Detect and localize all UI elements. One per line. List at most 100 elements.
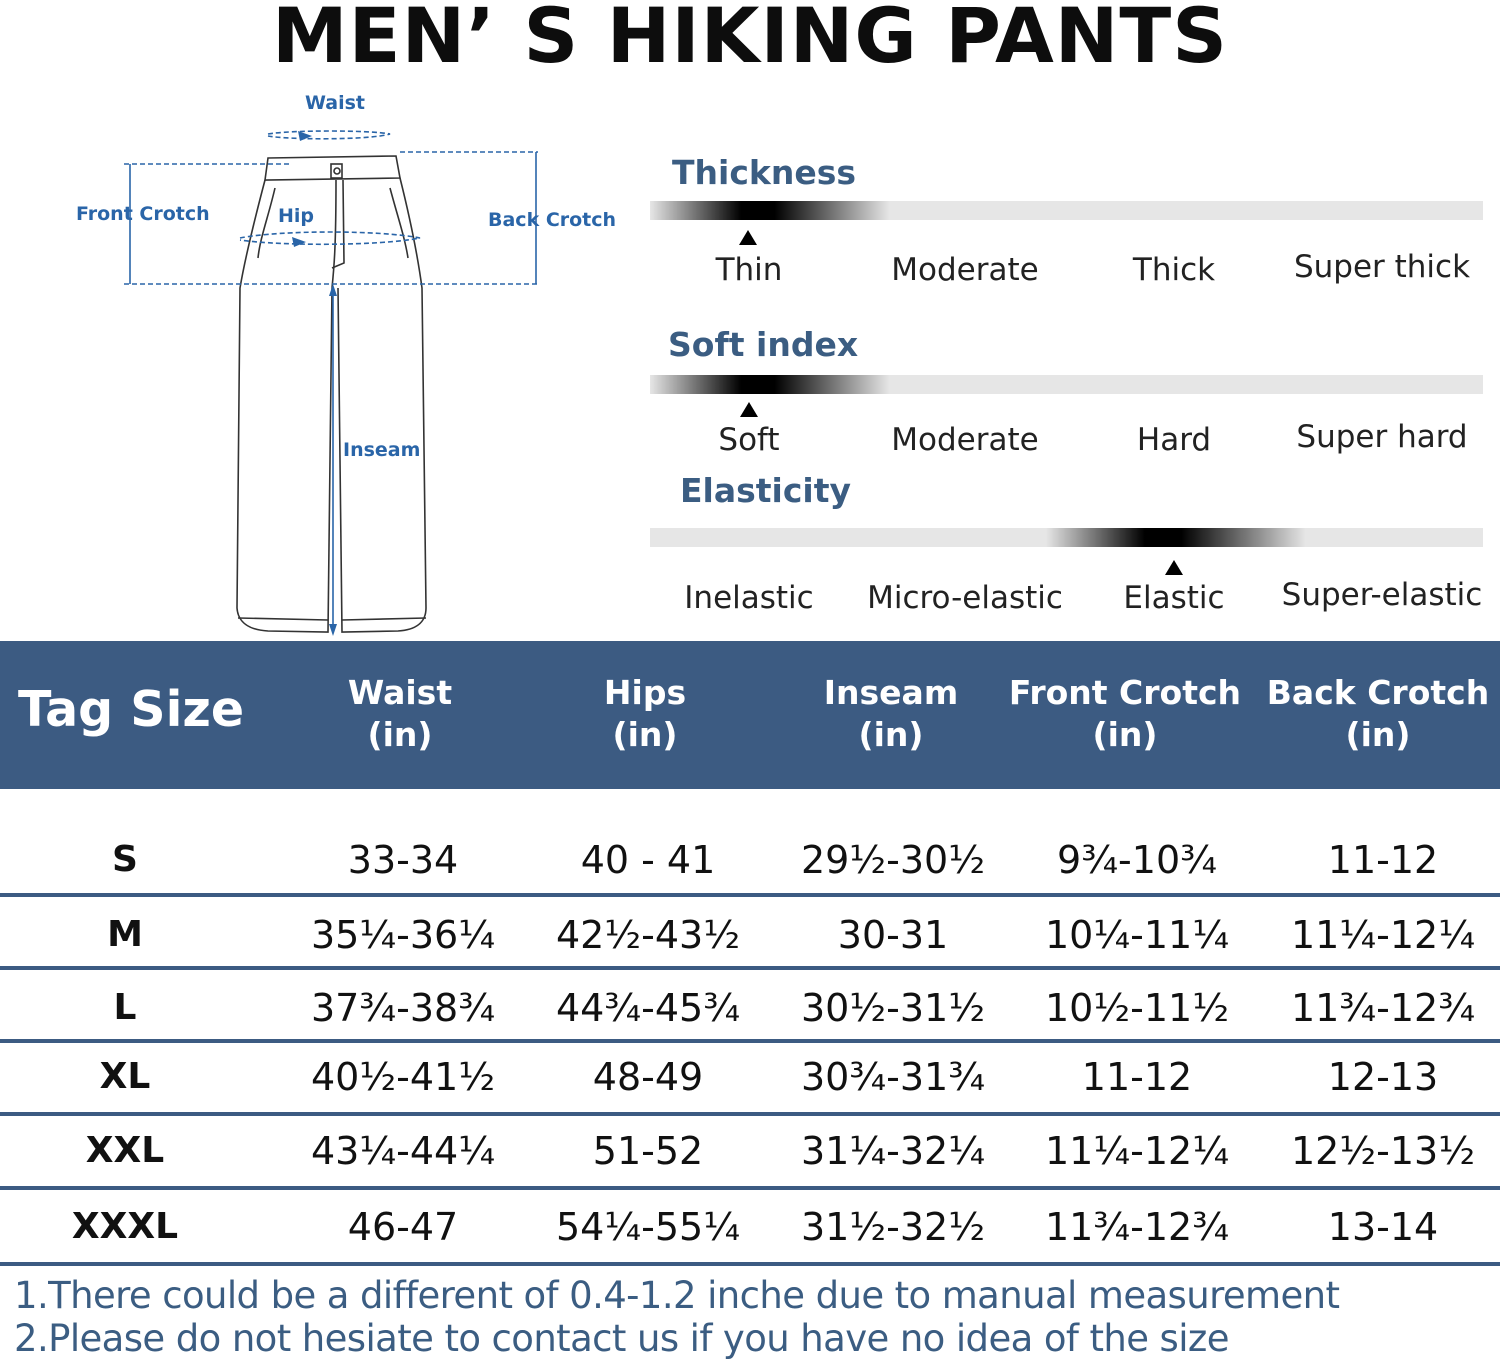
header-front-crotch: Front Crotch (in) — [1005, 672, 1245, 756]
note-contact: 2.Please do not hesiate to contact us if… — [14, 1317, 1229, 1360]
thickness-scale-bar — [650, 201, 1483, 220]
hips-cell: 51-52 — [592, 1129, 704, 1173]
header-unit: (in) — [858, 715, 924, 754]
row-divider — [0, 1039, 1500, 1043]
inseam-cell: 29½-30½ — [800, 838, 986, 882]
scale-option: Thin — [715, 252, 783, 288]
scale-indicator — [1046, 528, 1306, 547]
back-crotch-cell: 12-13 — [1327, 1055, 1439, 1099]
hips-cell: 42½-43½ — [555, 913, 741, 957]
size-cell: M — [107, 914, 143, 955]
front-crotch-cell: 10¼-11¼ — [1044, 913, 1230, 957]
waist-cell: 37¾-38¾ — [310, 986, 496, 1030]
back-crotch-cell: 11¾-12¾ — [1290, 986, 1476, 1030]
back-crotch-cell: 11-12 — [1327, 838, 1439, 882]
header-text: Tag Size — [18, 681, 245, 738]
elasticity-scale-bar — [650, 528, 1483, 547]
front-crotch-label: Front Crotch — [76, 203, 210, 225]
scale-option: Moderate — [891, 422, 1039, 458]
hips-cell: 40 - 41 — [580, 838, 716, 882]
pants-measurement-diagram: Waist Front Crotch Hip Back Crotch Insea… — [60, 88, 620, 648]
waist-cell: 35¼-36¼ — [310, 913, 496, 957]
scale-option: Super hard — [1296, 419, 1468, 455]
size-cell: S — [112, 839, 138, 880]
hips-cell: 48-49 — [592, 1055, 704, 1099]
scale-option: Super thick — [1293, 249, 1471, 285]
waist-cell: 33-34 — [347, 838, 459, 882]
table-row: M 35¼-36¼ 42½-43½ 30-31 10¼-11¼ 11¼-12¼ — [0, 899, 1500, 971]
selected-marker-icon — [739, 230, 757, 245]
header-unit: (in) — [367, 715, 433, 754]
table-row: XXXL 46-47 54¼-55¼ 31½-32½ 11¾-12¾ 13-14 — [0, 1191, 1500, 1263]
row-divider — [0, 1186, 1500, 1190]
waist-cell: 43¼-44¼ — [310, 1129, 496, 1173]
front-crotch-cell: 11¾-12¾ — [1044, 1205, 1230, 1249]
header-text: Waist — [347, 673, 453, 712]
waist-cell: 40½-41½ — [310, 1055, 496, 1099]
property-title: Soft index — [668, 325, 859, 364]
table-row: L 37¾-38¾ 44¾-45¾ 30½-31½ 10½-11½ 11¾-12… — [0, 972, 1500, 1044]
back-crotch-cell: 11¼-12¼ — [1290, 913, 1476, 957]
selected-marker-icon — [740, 402, 758, 417]
property-title: Elasticity — [680, 471, 852, 510]
size-table-header: Tag Size Waist (in) Hips (in) Inseam (in… — [0, 641, 1500, 789]
header-unit: (in) — [1345, 715, 1411, 754]
scale-option: Moderate — [891, 252, 1039, 288]
scale-option: Super-elastic — [1281, 577, 1483, 613]
front-crotch-cell: 11-12 — [1081, 1055, 1193, 1099]
back-crotch-cell: 13-14 — [1327, 1205, 1439, 1249]
size-cell: XXXL — [71, 1206, 179, 1247]
inseam-label: Inseam — [343, 439, 421, 461]
row-divider — [0, 1262, 1500, 1266]
header-unit: (in) — [612, 715, 678, 754]
scale-option: Hard — [1136, 422, 1212, 458]
inseam-cell: 30-31 — [837, 913, 949, 957]
page-title: MEN’ S HIKING PANTS — [272, 0, 1228, 80]
back-crotch-cell: 12½-13½ — [1290, 1129, 1476, 1173]
table-row: S 33-34 40 - 41 29½-30½ 9¾-10¾ 11-12 — [0, 824, 1500, 896]
hips-cell: 44¾-45¾ — [555, 986, 741, 1030]
note-measurement: 1.There could be a different of 0.4-1.2 … — [14, 1274, 1340, 1317]
hip-label: Hip — [278, 205, 315, 227]
header-back-crotch: Back Crotch (in) — [1264, 672, 1492, 756]
header-unit: (in) — [1092, 715, 1158, 754]
size-cell: XXL — [85, 1130, 165, 1171]
inseam-cell: 30½-31½ — [800, 986, 986, 1030]
back-crotch-label: Back Crotch — [488, 209, 617, 231]
header-text: Back Crotch — [1266, 673, 1490, 712]
header-text: Hips — [603, 673, 687, 712]
scale-option: Soft — [718, 422, 780, 458]
size-cell: L — [113, 987, 137, 1028]
soft-index-scale-bar — [650, 375, 1483, 394]
scale-option: Micro-elastic — [867, 580, 1063, 616]
inseam-cell: 31¼-32¼ — [800, 1129, 986, 1173]
scale-option: Inelastic — [684, 580, 814, 616]
row-divider — [0, 893, 1500, 897]
scale-option: Elastic — [1123, 580, 1225, 616]
front-crotch-cell: 9¾-10¾ — [1057, 838, 1217, 882]
header-hips: Hips (in) — [545, 672, 745, 756]
table-row: XXL 43¼-44¼ 51-52 31¼-32¼ 11¼-12¼ 12½-13… — [0, 1115, 1500, 1187]
waist-cell: 46-47 — [347, 1205, 459, 1249]
selected-marker-icon — [1165, 560, 1183, 575]
header-waist: Waist (in) — [300, 672, 500, 756]
table-row: XL 40½-41½ 48-49 30¾-31¾ 11-12 12-13 — [0, 1041, 1500, 1113]
row-divider — [0, 966, 1500, 970]
pants-outline-icon — [124, 130, 538, 636]
header-tag-size: Tag Size — [18, 685, 278, 735]
inseam-cell: 31½-32½ — [800, 1205, 986, 1249]
size-cell: XL — [99, 1056, 151, 1097]
row-divider — [0, 1112, 1500, 1116]
front-crotch-cell: 11¼-12¼ — [1044, 1129, 1230, 1173]
header-text: Front Crotch — [1008, 673, 1242, 712]
inseam-cell: 30¾-31¾ — [800, 1055, 986, 1099]
header-text: Inseam — [823, 673, 959, 712]
front-crotch-cell: 10½-11½ — [1044, 986, 1230, 1030]
scale-indicator — [650, 375, 890, 394]
waist-label: Waist — [305, 92, 366, 114]
scale-indicator — [650, 201, 890, 220]
header-inseam: Inseam (in) — [791, 672, 991, 756]
property-title: Thickness — [672, 153, 856, 192]
scale-option: Thick — [1132, 252, 1216, 288]
hips-cell: 54¼-55¼ — [555, 1205, 741, 1249]
